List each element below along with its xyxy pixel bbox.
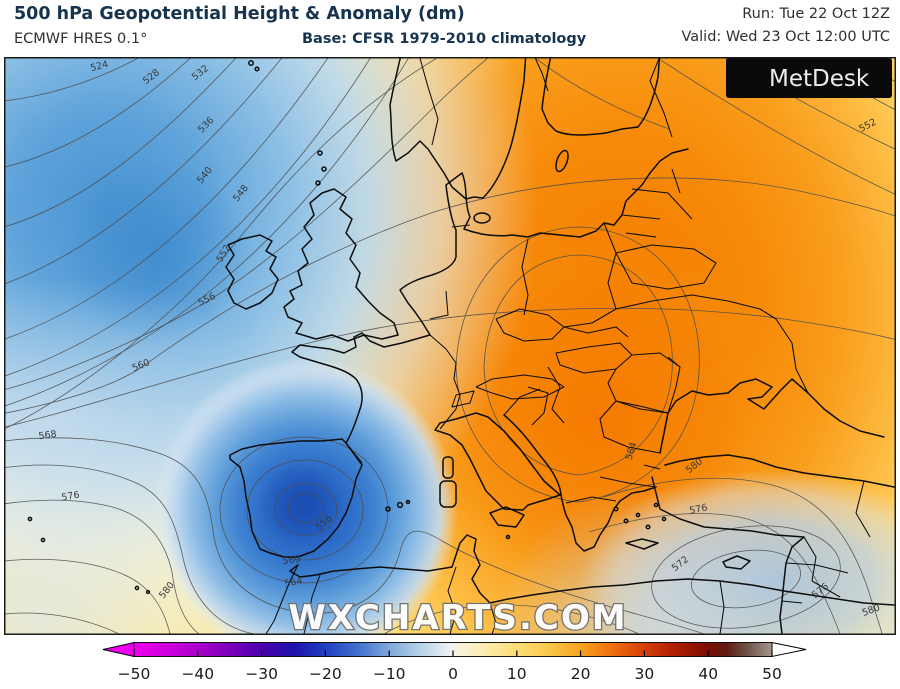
model-label: ECMWF HRES 0.1° [14, 31, 148, 47]
contour-label: 576 [688, 502, 708, 517]
colorbar-tick-label: 50 [762, 665, 782, 683]
anomaly-colorbar: −50 −40 −30 −20 −10 0 10 20 30 40 50 [0, 637, 900, 689]
contour-label: 568 [38, 429, 57, 442]
colorbar-tick-label: −10 [373, 665, 406, 683]
colorbar-under-arrow [102, 641, 135, 658]
colorbar-tick-label: 0 [448, 665, 458, 683]
colorbar-svg: −50 −40 −30 −20 −10 0 10 20 30 40 50 [102, 641, 807, 683]
run-time-label: Run: Tue 22 Oct 12Z [742, 6, 890, 22]
climatology-base-label: Base: CFSR 1979-2010 climatology [302, 31, 587, 47]
colorbar-tick-label: 40 [698, 665, 718, 683]
contour-label: 560 [282, 554, 301, 567]
metdesk-logo: MetDesk [726, 58, 892, 98]
chart-header: 500 hPa Geopotential Height & Anomaly (d… [0, 0, 900, 57]
contour-label: 564 [283, 575, 303, 590]
anomaly-shading [4, 57, 896, 635]
colorbar-tick-label: 20 [571, 665, 591, 683]
contour-label: 524 [89, 59, 109, 74]
colorbar-over-arrow [771, 641, 807, 658]
colorbar-tick-label: −40 [181, 665, 214, 683]
colorbar-tick-label: −50 [118, 665, 151, 683]
colorbar-ticks [133, 650, 773, 657]
anomaly-map: 524 528 532 536 540 548 552 556 560 568 576 580 556 5… [4, 57, 896, 635]
contour-label: 584 [624, 441, 640, 462]
colorbar-tick-label: 30 [635, 665, 655, 683]
page-title: 500 hPa Geopotential Height & Anomaly (d… [14, 4, 465, 24]
colorbar-tick-label: −30 [245, 665, 278, 683]
colorbar-tick-label: 10 [507, 665, 527, 683]
valid-time-label: Valid: Wed 23 Oct 12:00 UTC [681, 29, 890, 45]
colorbar-tick-label: −20 [309, 665, 342, 683]
country-borders [265, 57, 871, 635]
contour-label: 576 [61, 490, 81, 504]
watermark: WXCHARTS.COM [288, 598, 627, 635]
metdesk-logo-text: MetDesk [769, 66, 870, 92]
colorbar-labels: −50 −40 −30 −20 −10 0 10 20 30 40 50 [118, 665, 782, 683]
